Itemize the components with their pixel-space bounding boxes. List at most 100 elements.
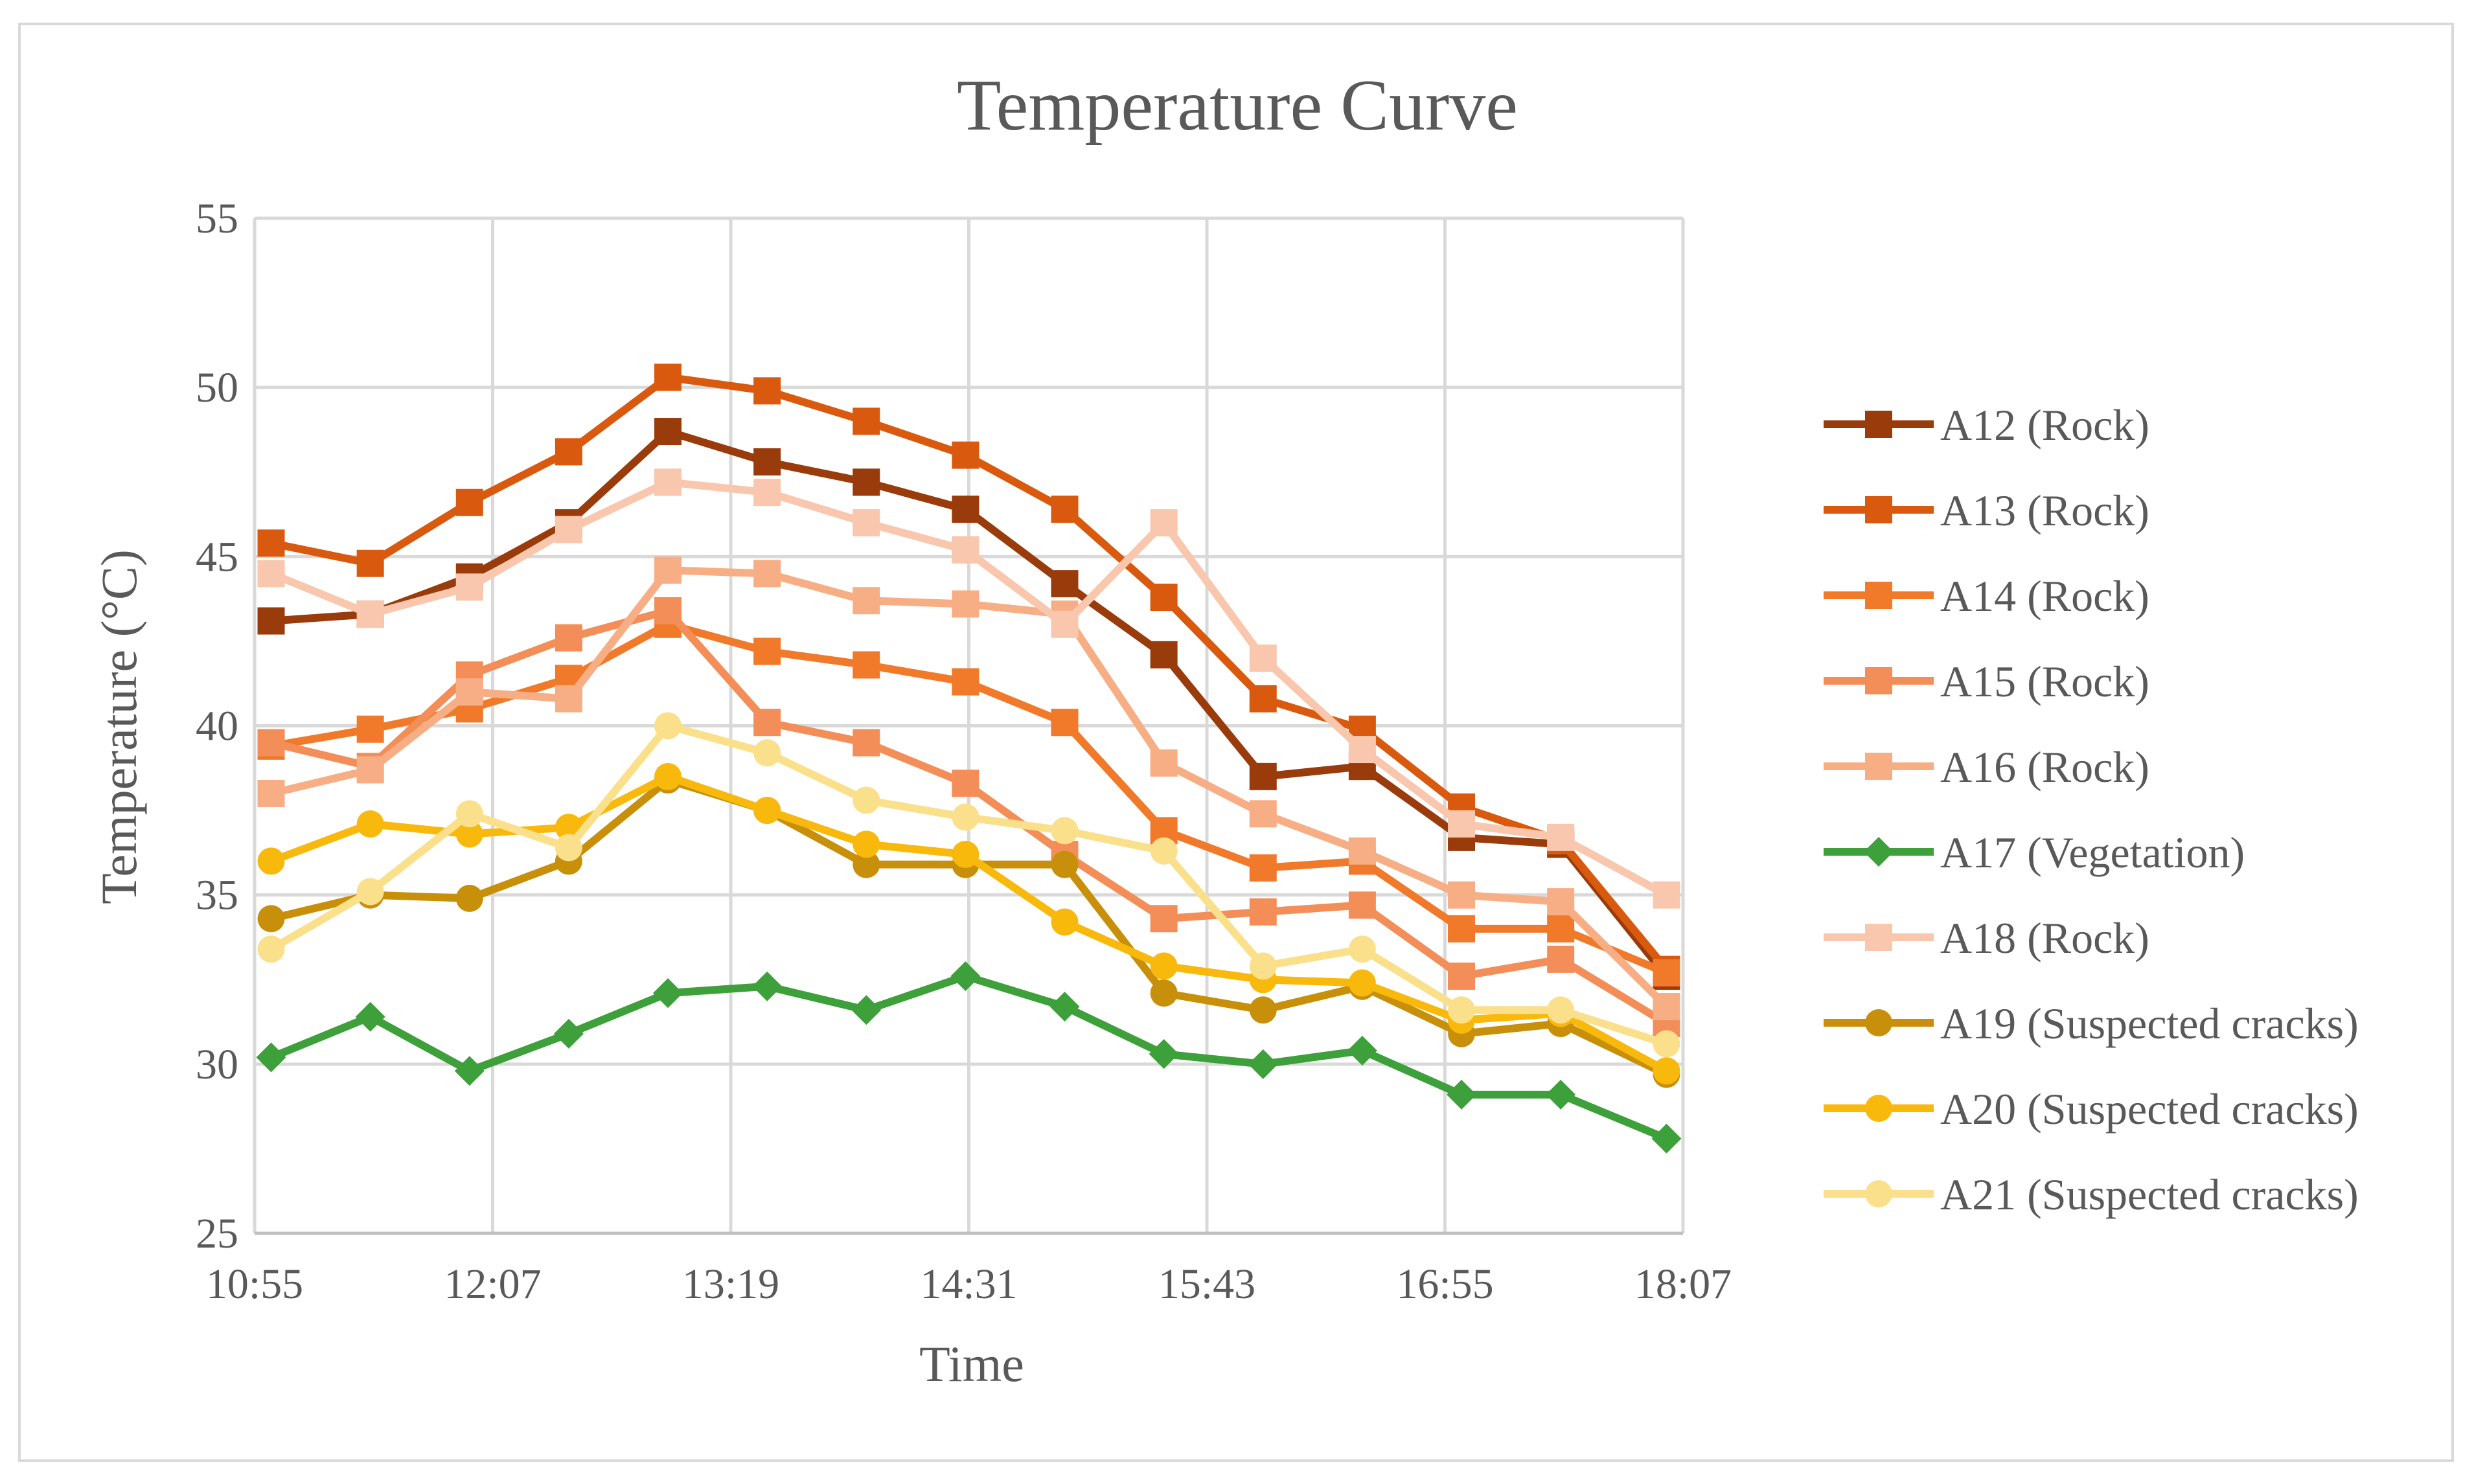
x-tick-label: 14:31 [920,1261,1017,1308]
data-point [257,779,285,807]
data-point [853,468,880,496]
data-point [654,363,682,391]
legend-item: A20 (Suspected cracks) [1824,1084,2359,1134]
data-point [356,600,384,628]
data-point [952,668,979,696]
x-tick-label: 13:19 [682,1261,779,1308]
data-point [1448,915,1476,942]
series-layer [256,363,1682,1154]
legend-label: A21 (Suspected cracks) [1940,1170,2359,1219]
series-a16 [257,556,1680,1021]
data-point [1653,959,1680,987]
data-point [455,488,483,516]
legend-label: A17 (Vegetation) [1940,828,2245,877]
legend-marker [1865,1009,1892,1036]
data-point [654,762,682,790]
legend-marker [1865,411,1892,438]
data-point [853,786,880,814]
data-point [1051,908,1079,936]
data-point [555,516,582,543]
data-point [257,607,285,635]
legend: A12 (Rock) A13 (Rock) A14 (Rock) A15 (Rock)… [1824,400,2359,1219]
data-point [257,560,285,588]
data-point [1051,709,1079,736]
data-point [853,729,880,757]
data-point [553,1018,584,1049]
y-tick-label: 30 [196,1041,238,1088]
data-point [1547,945,1575,973]
legend-marker [1864,837,1894,867]
x-tick-label: 16:55 [1396,1261,1493,1308]
data-point [1348,891,1376,919]
data-point [1448,881,1476,909]
y-axis-title: Temperature (°C) [91,549,147,904]
data-point [1547,915,1575,942]
data-point [1150,584,1178,611]
x-axis-title: Time [919,1336,1024,1392]
legend-label: A20 (Suspected cracks) [1940,1084,2359,1134]
legend-item: A16 (Rock) [1824,742,2149,792]
data-point [1348,935,1376,963]
data-point [952,496,979,523]
series-a18 [257,468,1680,909]
chart-title: Temperature Curve [957,65,1518,146]
data-point [1249,996,1277,1024]
data-point [853,407,880,435]
data-point [256,1042,286,1073]
legend-label: A13 (Rock) [1940,486,2149,535]
data-point [753,448,781,476]
data-point [1150,952,1178,980]
data-point [1448,996,1476,1024]
x-tick-label: 18:07 [1634,1261,1732,1308]
data-point [1448,810,1476,838]
data-point [1448,963,1476,990]
data-point [753,637,781,665]
data-point [555,834,582,862]
data-point [1051,817,1079,845]
data-point [753,377,781,405]
data-point [654,556,682,584]
y-tick-label: 25 [196,1210,238,1257]
data-point [454,1056,485,1086]
legend-item: A14 (Rock) [1824,571,2149,621]
legend-marker [1865,1095,1892,1122]
data-point [853,587,880,615]
data-point [1150,837,1178,865]
data-point [1348,969,1376,997]
data-point [753,739,781,767]
data-point [1248,1049,1278,1079]
data-point [1547,888,1575,916]
data-point [555,438,582,466]
y-tick-label: 55 [196,195,238,242]
data-point [1653,1030,1680,1058]
data-point [753,560,781,588]
data-point [952,590,979,618]
legend-label: A18 (Rock) [1940,913,2149,963]
legend-label: A16 (Rock) [1940,742,2149,792]
data-point [1249,952,1277,980]
legend-label: A15 (Rock) [1940,657,2149,706]
data-point [1249,898,1277,926]
data-point [851,995,882,1025]
data-point [1653,881,1680,909]
data-point [752,971,783,1001]
data-point [555,624,582,652]
data-point [853,830,880,858]
data-point [257,905,285,933]
legend-marker [1865,496,1892,523]
x-tick-label: 15:43 [1158,1261,1255,1308]
data-point [952,803,979,831]
data-point [455,678,483,706]
data-point [356,549,384,577]
data-point [654,418,682,446]
legend-item: A12 (Rock) [1824,400,2149,450]
y-tick-label: 50 [196,364,238,411]
data-point [1653,993,1680,1021]
data-point [653,978,683,1009]
legend-item: A18 (Rock) [1824,913,2149,963]
data-point [257,847,285,875]
x-tick-label: 10:55 [206,1261,303,1308]
legend-marker [1865,753,1892,780]
data-point [654,468,682,496]
